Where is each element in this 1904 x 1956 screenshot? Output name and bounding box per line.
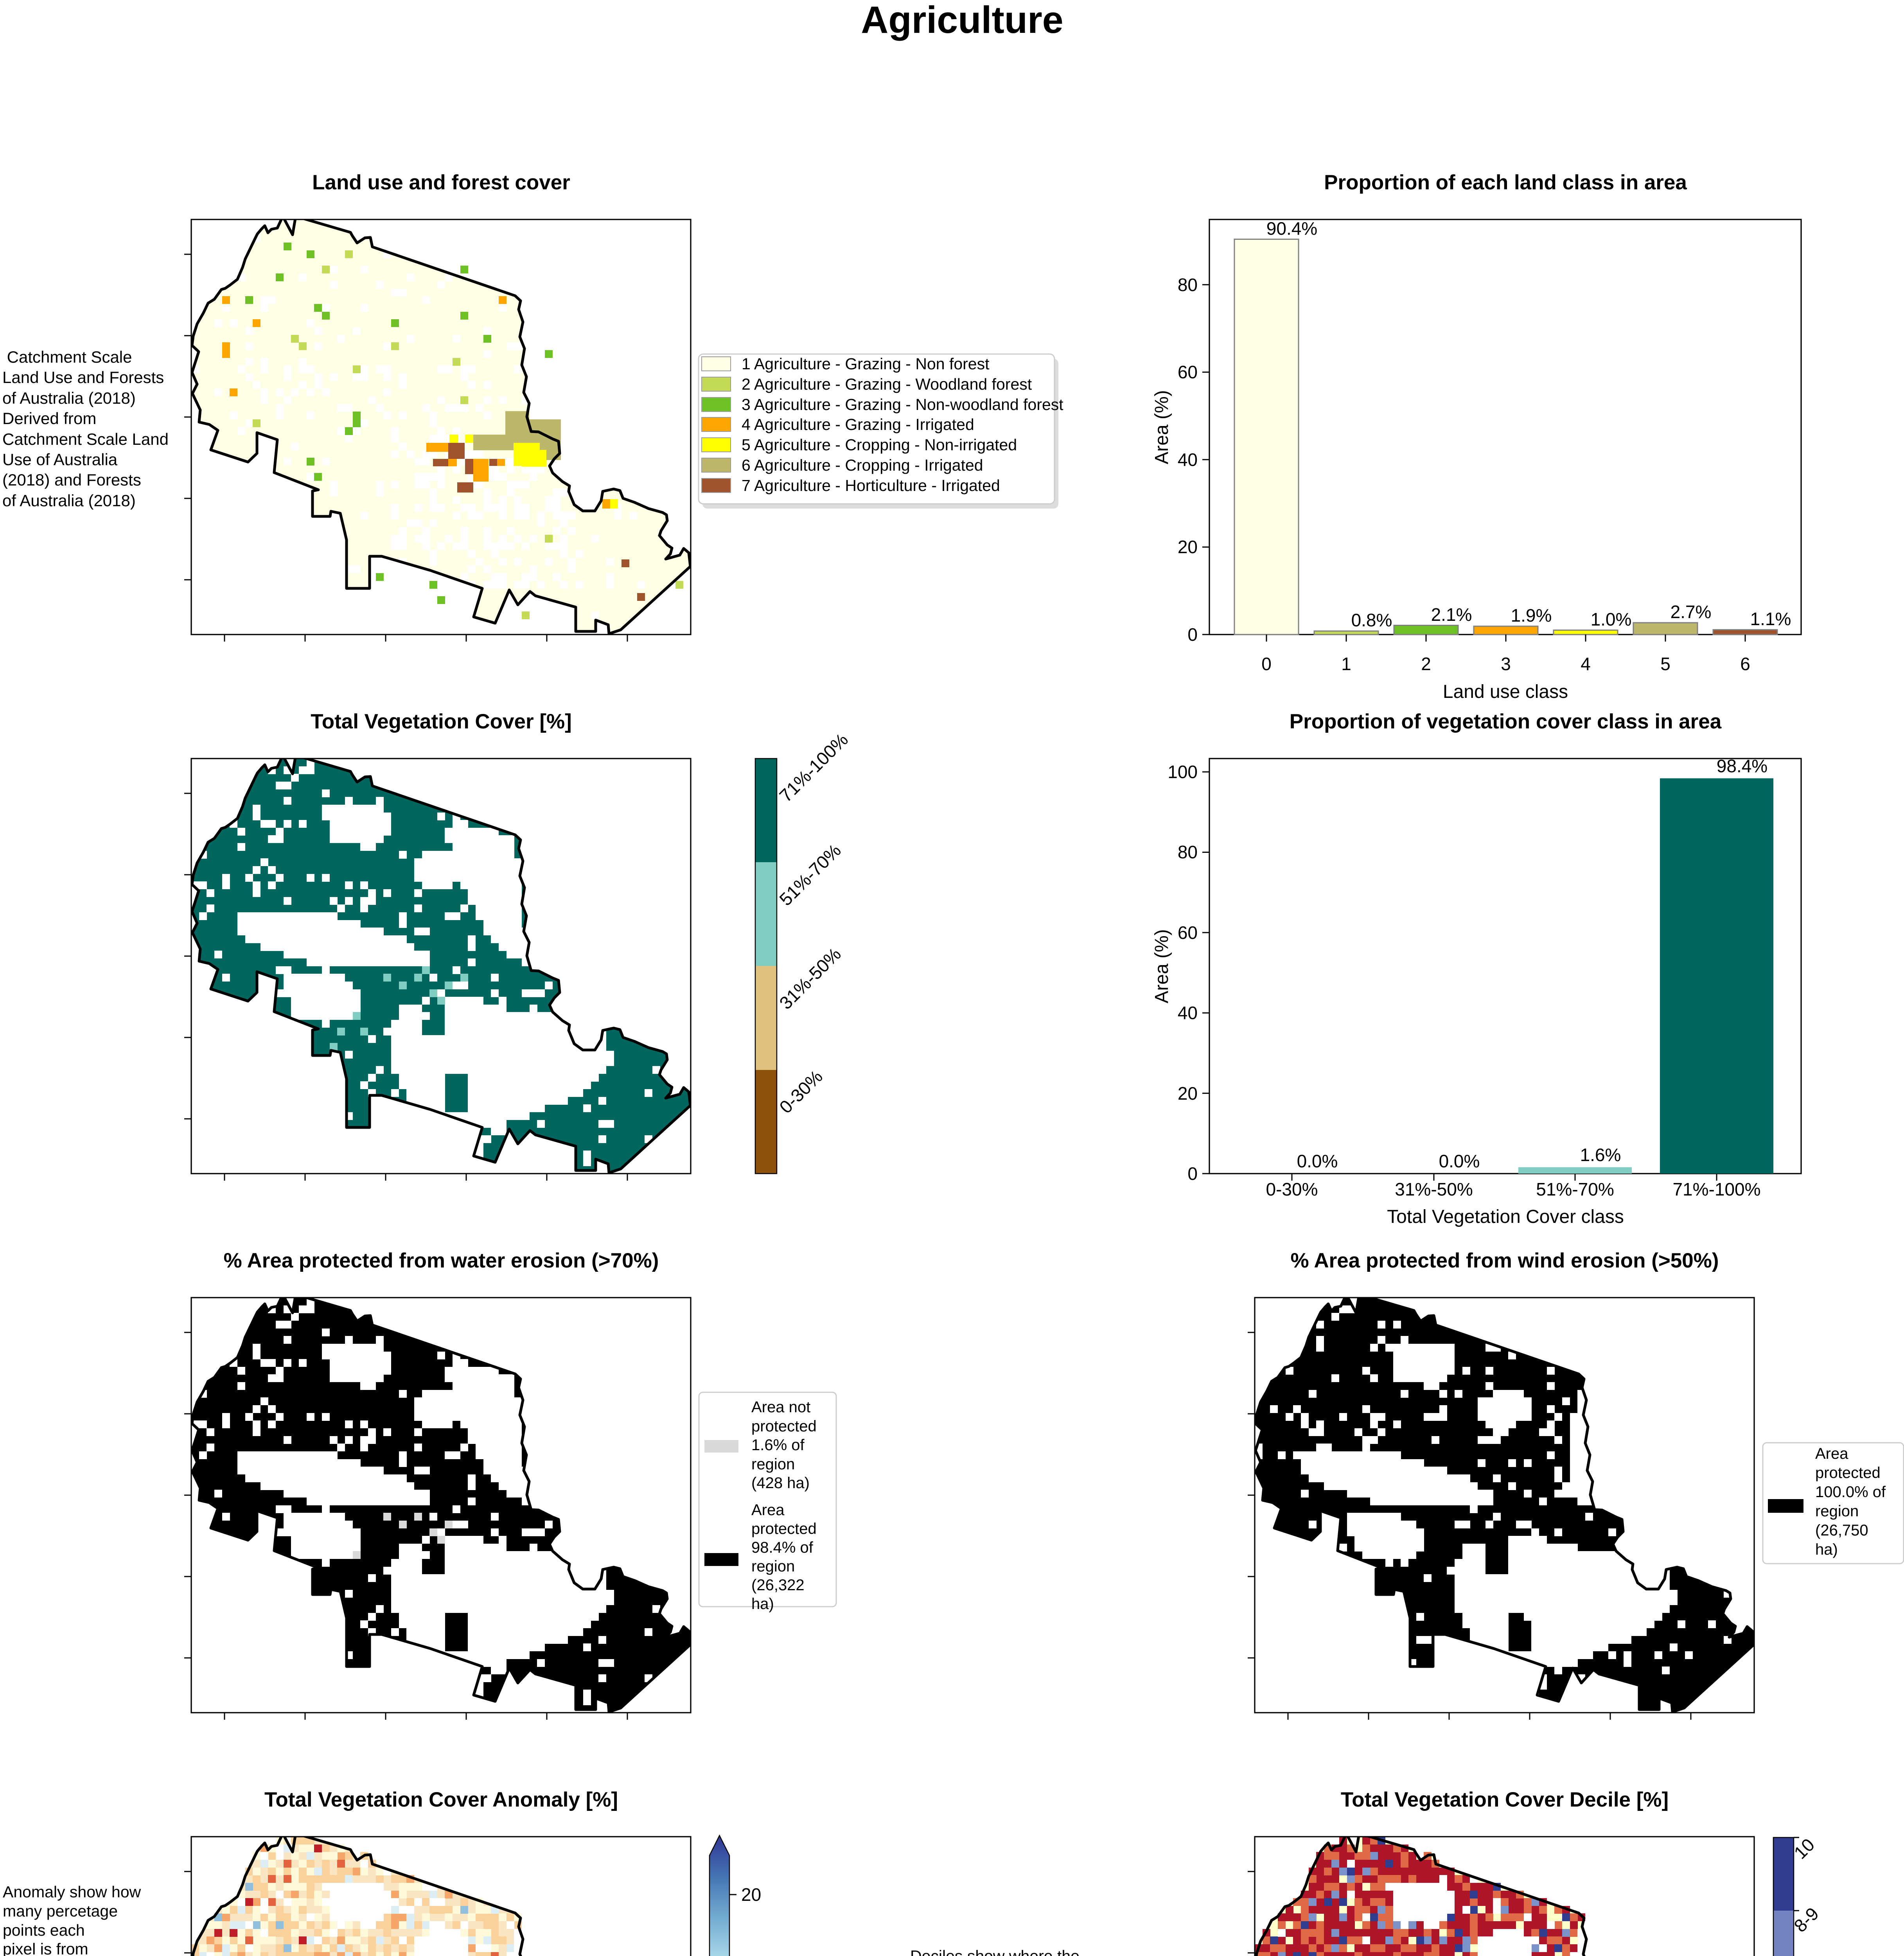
svg-text:2.1%: 2.1% [1431,604,1472,625]
svg-text:region: region [751,1456,795,1473]
svg-text:51%-70%: 51%-70% [1536,1179,1614,1199]
svg-text:60: 60 [1178,362,1198,382]
svg-text:0-30%: 0-30% [1266,1179,1318,1199]
svg-text:(428 ha): (428 ha) [751,1474,810,1492]
svg-text:80: 80 [1178,275,1198,295]
svg-text:1.1%: 1.1% [1750,609,1791,629]
svg-text:40: 40 [1178,1003,1198,1023]
svg-text:60: 60 [1178,922,1198,943]
svg-text:Catchment Scale: Catchment Scale [2,348,132,366]
svg-text:80: 80 [1178,842,1198,862]
svg-text:4: 4 [1581,654,1591,674]
svg-text:100: 100 [1168,762,1198,782]
svg-text:20: 20 [741,1884,761,1905]
svg-text:6 Agriculture - Cropping - Irr: 6 Agriculture - Cropping - Irrigated [742,456,983,474]
svg-text:3: 3 [1501,654,1511,674]
svg-text:Total Vegetation Cover class: Total Vegetation Cover class [1387,1206,1624,1227]
svg-text:(2018) and Forests: (2018) and Forests [2,471,141,489]
svg-text:2: 2 [1421,654,1431,674]
svg-text:ha): ha) [751,1595,774,1613]
svg-text:% Area protected from water er: % Area protected from water erosion (>70… [224,1249,659,1272]
svg-text:5 Agriculture - Cropping - Non: 5 Agriculture - Cropping - Non-irrigated [742,436,1017,454]
svg-text:Total Vegetation Cover Decile: Total Vegetation Cover Decile [%] [1341,1788,1669,1811]
svg-text:98.4% of: 98.4% of [751,1539,814,1556]
svg-text:100.0% of: 100.0% of [1815,1483,1886,1501]
svg-text:90.4%: 90.4% [1266,218,1317,239]
svg-text:1: 1 [1341,654,1351,674]
svg-text:Deciles show where the: Deciles show where the [910,1947,1080,1956]
svg-text:4 Agriculture - Grazing - Irri: 4 Agriculture - Grazing - Irrigated [742,415,974,433]
svg-text:Proportion of each land class: Proportion of each land class in area [1324,171,1687,194]
svg-text:protected: protected [751,1418,817,1435]
svg-text:of Australia (2018): of Australia (2018) [2,389,136,407]
svg-text:Proportion of vegetation cover: Proportion of vegetation cover class in … [1290,710,1722,733]
svg-text:5: 5 [1660,654,1670,674]
svg-text:region: region [1815,1503,1859,1520]
svg-text:Area: Area [751,1501,785,1519]
svg-text:(26,750: (26,750 [1815,1522,1868,1539]
svg-text:Total Vegetation Cover [%]: Total Vegetation Cover [%] [311,710,572,733]
svg-text:(26,322: (26,322 [751,1577,805,1594]
svg-text:0.8%: 0.8% [1351,610,1392,630]
svg-text:Area: Area [1815,1445,1848,1462]
svg-text:0.0%: 0.0% [1297,1151,1338,1171]
svg-text:31%-50%: 31%-50% [1395,1179,1473,1199]
svg-text:protected: protected [751,1520,817,1537]
svg-text:points each: points each [3,1921,85,1939]
svg-text:protected: protected [1815,1464,1881,1481]
svg-text:Land use class: Land use class [1443,681,1568,702]
svg-text:Total Vegetation Cover Anomaly: Total Vegetation Cover Anomaly [%] [264,1788,618,1811]
svg-text:of Australia (2018): of Australia (2018) [2,491,136,510]
svg-text:2 Agriculture - Grazing - Wood: 2 Agriculture - Grazing - Woodland fores… [742,375,1032,393]
svg-text:1.0%: 1.0% [1591,609,1632,629]
svg-text:Agriculture: Agriculture [861,0,1063,41]
svg-text:Catchment Scale Land: Catchment Scale Land [2,430,169,448]
svg-text:7 Agriculture - Horticulture -: 7 Agriculture - Horticulture - Irrigated [742,476,1000,494]
svg-text:20: 20 [1178,537,1198,557]
svg-text:ha): ha) [1815,1541,1838,1558]
svg-text:0: 0 [1261,654,1272,674]
svg-text:1.6% of: 1.6% of [751,1436,805,1454]
svg-text:0.0%: 0.0% [1439,1151,1480,1171]
svg-text:Land Use and Forests: Land Use and Forests [2,368,164,387]
svg-text:Anomaly show how: Anomaly show how [3,1883,141,1901]
svg-text:% Area protected from wind ero: % Area protected from wind erosion (>50%… [1290,1249,1719,1272]
svg-text:3 Agriculture - Grazing - Non-: 3 Agriculture - Grazing - Non-woodland f… [742,396,1063,413]
svg-text:0: 0 [1187,1163,1198,1184]
svg-text:1.6%: 1.6% [1580,1145,1621,1165]
svg-text:0: 0 [1187,624,1198,645]
svg-text:region: region [751,1558,795,1575]
svg-text:1 Agriculture - Grazing - Non: 1 Agriculture - Grazing - Non forest [742,355,990,373]
svg-text:Land use and forest cover: Land use and forest cover [312,171,570,194]
svg-text:Area (%): Area (%) [1151,929,1172,1003]
svg-text:2.7%: 2.7% [1670,602,1712,622]
svg-text:many percetage: many percetage [3,1902,118,1920]
svg-text:71%-100%: 71%-100% [1672,1179,1760,1199]
svg-text:1.9%: 1.9% [1511,605,1552,626]
svg-text:Area (%): Area (%) [1151,390,1172,464]
svg-text:98.4%: 98.4% [1717,756,1767,776]
svg-text:6: 6 [1740,654,1750,674]
svg-text:20: 20 [1178,1083,1198,1104]
svg-text:Derived from: Derived from [2,409,96,428]
svg-text:Use of Australia: Use of Australia [2,450,118,469]
svg-text:pixel is from: pixel is from [3,1940,88,1956]
svg-text:Area not: Area not [751,1399,810,1416]
svg-text:40: 40 [1178,449,1198,470]
